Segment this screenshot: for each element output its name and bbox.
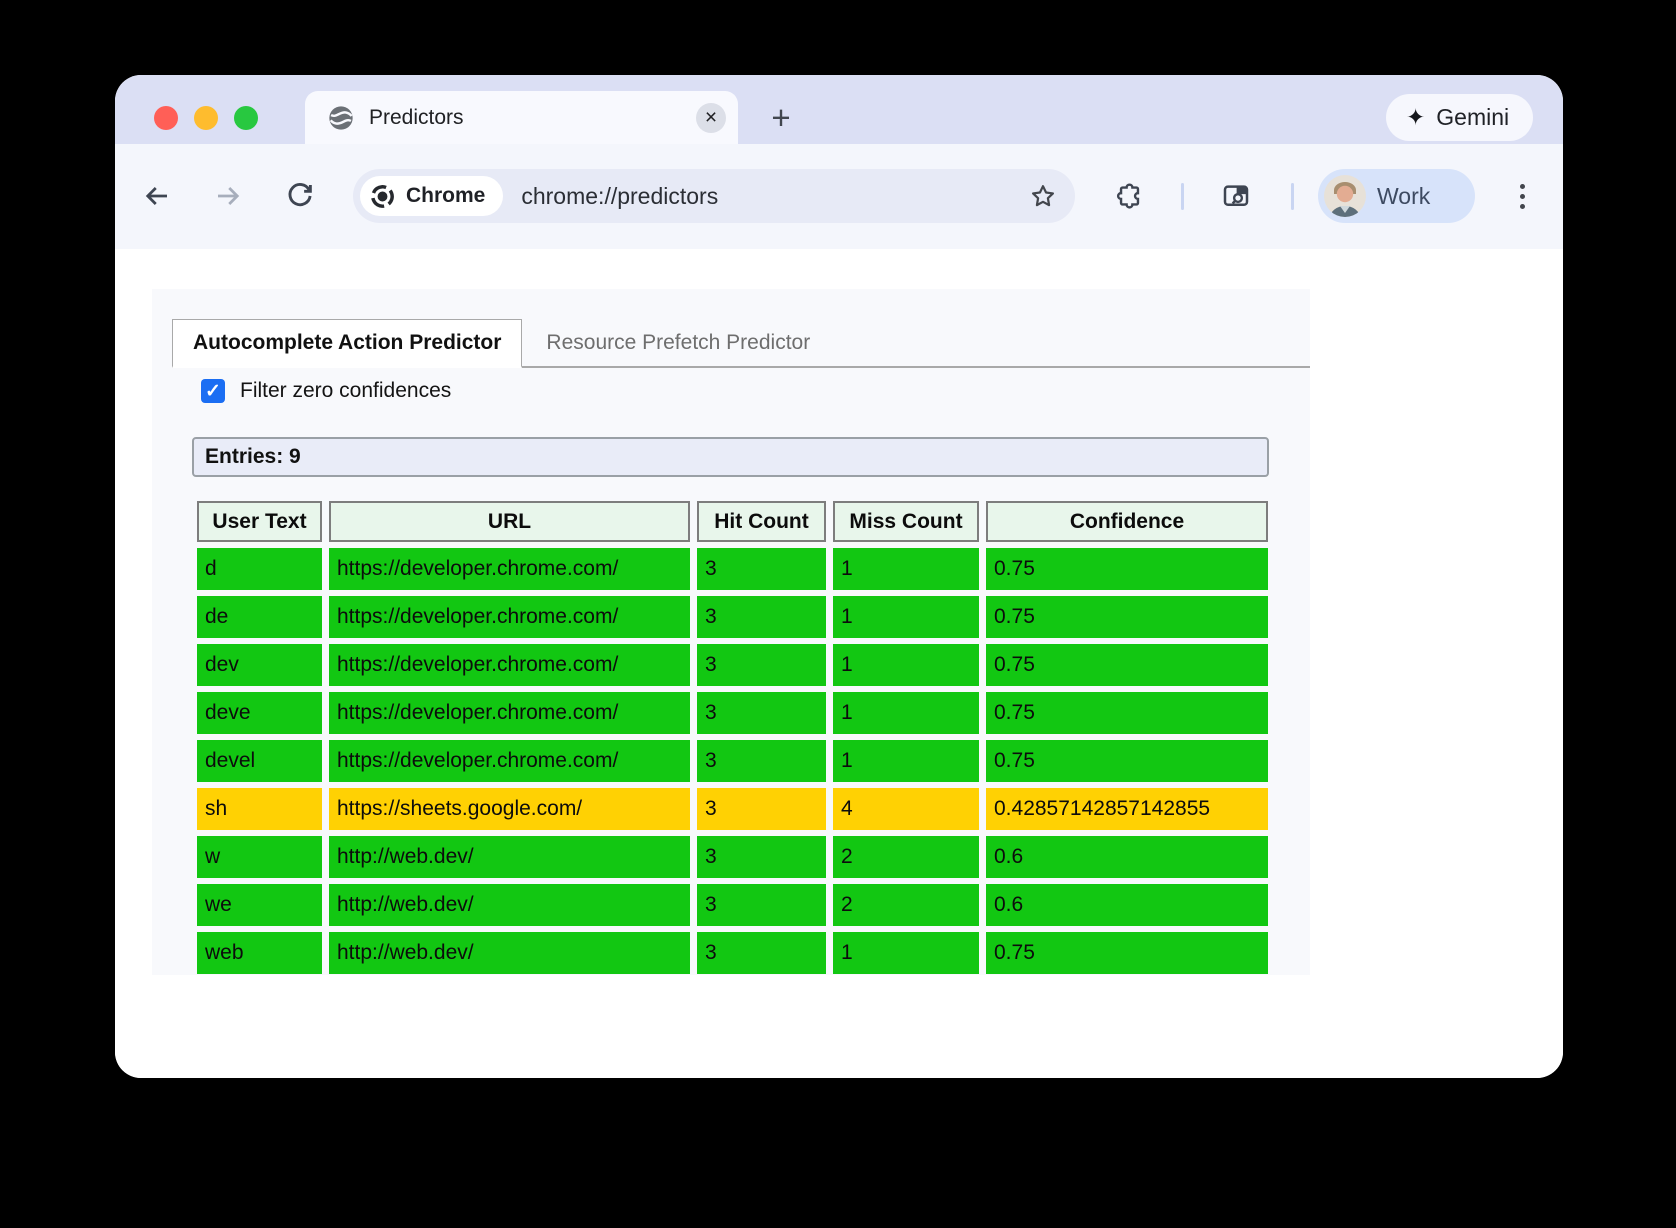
table-cell: dev	[197, 644, 322, 686]
new-tab-button[interactable]: +	[771, 99, 791, 136]
table-cell: 0.6	[986, 884, 1268, 926]
table-cell: 3	[697, 836, 826, 878]
table-cell: http://web.dev/	[329, 884, 690, 926]
url-text[interactable]: chrome://predictors	[521, 182, 719, 209]
tab-title: Predictors	[369, 105, 464, 129]
viewport: Autocomplete Action Predictor Resource P…	[115, 249, 1563, 1078]
chip-label: Chrome	[406, 184, 486, 207]
gemini-spark-icon: ✦	[1406, 104, 1426, 130]
table-cell: deve	[197, 692, 322, 734]
address-bar[interactable]: Chrome chrome://predictors	[353, 169, 1075, 223]
window-search-icon	[1223, 185, 1249, 206]
table-cell: 1	[833, 548, 979, 590]
table-cell: https://developer.chrome.com/	[329, 692, 690, 734]
table-cell: 3	[697, 932, 826, 974]
table-cell: 0.42857142857142855	[986, 788, 1268, 830]
table-cell: 3	[697, 596, 826, 638]
browser-tab[interactable]: Predictors ×	[305, 91, 738, 144]
bookmark-star-icon[interactable]	[1029, 182, 1057, 210]
table-cell: d	[197, 548, 322, 590]
column-header: Miss Count	[833, 501, 979, 542]
chrome-site-chip[interactable]: Chrome	[360, 176, 504, 216]
table-cell: 1	[833, 596, 979, 638]
table-cell: 3	[697, 788, 826, 830]
table-cell: 0.75	[986, 644, 1268, 686]
forward-button[interactable]	[213, 181, 243, 211]
table-cell: w	[197, 836, 322, 878]
toolbar-divider	[1291, 183, 1294, 210]
puzzle-icon	[1116, 183, 1139, 209]
gemini-label: Gemini	[1436, 104, 1510, 130]
minimize-window-button[interactable]	[194, 106, 218, 130]
back-arrow-icon	[145, 187, 167, 205]
tab-search-button[interactable]	[1221, 181, 1251, 211]
filter-row: ✓ Filter zero confidences	[201, 378, 1310, 404]
table-cell: https://developer.chrome.com/	[329, 548, 690, 590]
table-cell: 0.75	[986, 932, 1268, 974]
tab-autocomplete-action-predictor[interactable]: Autocomplete Action Predictor	[172, 319, 523, 368]
table-cell: https://developer.chrome.com/	[329, 644, 690, 686]
chrome-logo-icon	[371, 184, 394, 208]
profile-name: Work	[1377, 182, 1431, 209]
entries-count: Entries: 9	[192, 437, 1269, 477]
table-cell: 0.75	[986, 692, 1268, 734]
reload-button[interactable]	[285, 181, 315, 211]
table-cell: 1	[833, 740, 979, 782]
table-cell: 3	[697, 548, 826, 590]
table-cell: 2	[833, 884, 979, 926]
table-cell: sh	[197, 788, 322, 830]
page-tab-bar: Autocomplete Action Predictor Resource P…	[172, 319, 1310, 368]
table-cell: http://web.dev/	[329, 932, 690, 974]
table-cell: http://web.dev/	[329, 836, 690, 878]
filter-label: Filter zero confidences	[240, 379, 452, 402]
navigation-toolbar: Chrome chrome://predictors	[115, 144, 1563, 249]
table-cell: 4	[833, 788, 979, 830]
table-cell: de	[197, 596, 322, 638]
tab-close-button[interactable]: ×	[696, 102, 726, 133]
gemini-button[interactable]: ✦ Gemini	[1386, 94, 1534, 141]
filter-zero-confidences-checkbox[interactable]: ✓	[201, 379, 225, 403]
table-cell: 3	[697, 644, 826, 686]
close-window-button[interactable]	[154, 106, 178, 130]
zoom-window-button[interactable]	[234, 106, 258, 130]
globe-favicon-icon	[327, 104, 355, 132]
toolbar-divider	[1181, 183, 1184, 210]
table-cell: https://developer.chrome.com/	[329, 740, 690, 782]
reload-icon	[288, 183, 312, 207]
extensions-button[interactable]	[1114, 181, 1144, 211]
table-cell: web	[197, 932, 322, 974]
table-cell: devel	[197, 740, 322, 782]
table-cell: 3	[697, 884, 826, 926]
column-header: User Text	[197, 501, 322, 542]
table-cell: 1	[833, 692, 979, 734]
back-button[interactable]	[142, 181, 172, 211]
tab-strip: Predictors × + ✦ Gemini	[115, 75, 1563, 144]
table-cell: https://developer.chrome.com/	[329, 596, 690, 638]
profile-chip[interactable]: Work	[1318, 169, 1475, 223]
predictors-table: User Text URL Hit Count Miss Count Confidenc…	[197, 501, 1268, 974]
table-cell: 0.75	[986, 548, 1268, 590]
table-cell: we	[197, 884, 322, 926]
kebab-icon	[1519, 183, 1525, 189]
window-controls	[154, 106, 258, 130]
column-header: Confidence	[986, 501, 1268, 542]
forward-arrow-icon	[218, 187, 240, 205]
table-cell: 1	[833, 932, 979, 974]
table-cell: 0.75	[986, 596, 1268, 638]
column-header: URL	[329, 501, 690, 542]
table-cell: https://sheets.google.com/	[329, 788, 690, 830]
table-cell: 0.6	[986, 836, 1268, 878]
table-cell: 0.75	[986, 740, 1268, 782]
tab-resource-prefetch-predictor[interactable]: Resource Prefetch Predictor	[546, 331, 811, 354]
table-cell: 3	[697, 692, 826, 734]
menu-button[interactable]	[1507, 180, 1537, 212]
browser-window: Predictors × + ✦ Gemini	[115, 75, 1563, 1078]
predictors-page: Autocomplete Action Predictor Resource P…	[152, 289, 1310, 975]
table-cell: 2	[833, 836, 979, 878]
column-header: Hit Count	[697, 501, 826, 542]
avatar	[1324, 175, 1366, 217]
table-cell: 3	[697, 740, 826, 782]
table-cell: 1	[833, 644, 979, 686]
